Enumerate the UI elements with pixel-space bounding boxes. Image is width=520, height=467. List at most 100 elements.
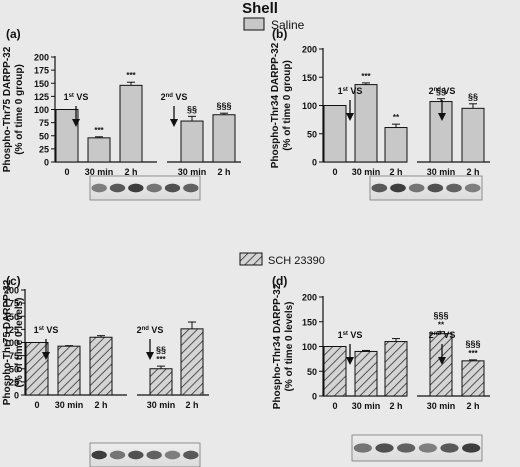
blot-band bbox=[183, 450, 199, 460]
significance-mark: §§ bbox=[156, 345, 166, 355]
vs-arrow-head bbox=[438, 357, 446, 365]
panel-label: (d) bbox=[272, 274, 287, 288]
vs-arrow-head bbox=[170, 119, 178, 127]
blot-band bbox=[446, 183, 462, 193]
panel-a: (a) Phospho-Thr75 DARPP-32 (% of time 0 gr… bbox=[2, 27, 241, 201]
y-tick-label: 200 bbox=[34, 53, 49, 63]
bar bbox=[461, 107, 485, 163]
y-axis-label: Phospho-Thr34 DARPP-32 bbox=[272, 283, 283, 409]
blot-band bbox=[146, 183, 162, 193]
y-tick-label: 200 bbox=[302, 293, 317, 303]
bar bbox=[89, 336, 113, 396]
blot-band bbox=[418, 443, 437, 453]
y-axis-label: (% of time 0 group) bbox=[14, 64, 25, 155]
x-tick-label: 30 min bbox=[352, 401, 381, 411]
blot-band bbox=[91, 450, 107, 460]
vs-annotation: 2nd VS bbox=[137, 325, 164, 335]
blot-band bbox=[146, 450, 162, 460]
significance-mark: ** bbox=[393, 113, 400, 122]
y-tick-label: 75 bbox=[39, 118, 49, 128]
bar bbox=[25, 342, 49, 396]
vs-annotation: 2nd VS bbox=[161, 92, 188, 102]
western-blot-image bbox=[369, 175, 483, 201]
vs-annotation: 1st VS bbox=[64, 92, 89, 102]
y-tick-label: 50 bbox=[307, 129, 317, 139]
y-tick-label: 150 bbox=[4, 312, 19, 322]
bar bbox=[57, 345, 81, 396]
vs-arrow-head bbox=[438, 113, 446, 121]
panel-label: (a) bbox=[6, 27, 21, 41]
y-axis-label: Phospho-Thr75 DARPP-32 bbox=[2, 279, 13, 405]
y-tick-label: 100 bbox=[4, 338, 19, 348]
blot-band bbox=[109, 450, 126, 460]
panel-label: (c) bbox=[6, 274, 21, 288]
x-tick-label: 2 h bbox=[389, 401, 402, 411]
x-tick-label: 2 h bbox=[217, 167, 230, 177]
bar bbox=[180, 120, 204, 163]
bar bbox=[461, 360, 485, 397]
panel-label: (b) bbox=[272, 27, 287, 41]
bar bbox=[149, 368, 173, 396]
y-tick-label: 150 bbox=[34, 79, 49, 89]
vs-annotation: 1st VS bbox=[34, 325, 59, 335]
blot-band bbox=[164, 183, 181, 193]
vs-arrow-head bbox=[346, 113, 354, 121]
panel-b: (b)Phospho-Thr34 DARPP-32 (% of time 0 gr… bbox=[270, 27, 490, 201]
y-tick-label: 25 bbox=[39, 144, 49, 154]
significance-mark: *** bbox=[156, 355, 166, 364]
western-blot-image bbox=[351, 434, 483, 462]
x-tick-label: 30 min bbox=[427, 401, 456, 411]
significance-mark: §§§ bbox=[433, 311, 448, 321]
bar bbox=[384, 341, 408, 397]
y-tick-label: 175 bbox=[4, 299, 19, 309]
x-tick-label: 30 min bbox=[147, 400, 176, 410]
bar bbox=[323, 346, 347, 397]
significance-mark: ** bbox=[438, 321, 445, 330]
y-tick-label: 0 bbox=[14, 391, 19, 401]
significance-mark: §§§ bbox=[465, 339, 480, 349]
y-tick-label: 25 bbox=[9, 377, 19, 387]
x-tick-label: 2 h bbox=[185, 400, 198, 410]
blot-band bbox=[91, 183, 107, 193]
y-axis-label: (% of time 0 group) bbox=[282, 60, 293, 151]
bar bbox=[323, 105, 347, 163]
blot-band bbox=[164, 450, 181, 460]
vs-arrow-head bbox=[146, 352, 154, 360]
y-axis-label: (% of time 0 levels) bbox=[14, 297, 25, 387]
blot-band bbox=[375, 443, 394, 453]
y-axis-label: (% of time 0 levels) bbox=[284, 301, 295, 391]
y-tick-label: 50 bbox=[307, 367, 317, 377]
y-tick-label: 0 bbox=[44, 158, 49, 168]
blot-band bbox=[427, 183, 444, 193]
x-tick-label: 0 bbox=[34, 400, 39, 410]
y-tick-label: 50 bbox=[39, 131, 49, 141]
y-tick-label: 100 bbox=[302, 101, 317, 111]
blot-band bbox=[440, 443, 459, 453]
y-axis-label: Phospho-Thr75 DARPP-32 bbox=[2, 46, 13, 172]
x-tick-label: 2 h bbox=[124, 167, 137, 177]
bar bbox=[55, 109, 79, 163]
bar bbox=[429, 333, 453, 397]
x-tick-label: 30 min bbox=[352, 167, 381, 177]
y-tick-label: 75 bbox=[9, 351, 19, 361]
bar bbox=[354, 350, 378, 397]
significance-mark: *** bbox=[361, 72, 371, 81]
western-blot-image bbox=[89, 175, 201, 201]
y-tick-label: 125 bbox=[4, 325, 19, 335]
significance-mark: §§§ bbox=[216, 101, 231, 111]
blot-band bbox=[390, 183, 406, 193]
blot-band bbox=[464, 183, 481, 193]
significance-mark: *** bbox=[94, 126, 104, 135]
x-tick-label: 0 bbox=[64, 167, 69, 177]
blot-band bbox=[128, 450, 144, 460]
blot-band bbox=[183, 183, 199, 193]
blot-band bbox=[408, 183, 425, 193]
x-tick-label: 2 h bbox=[94, 400, 107, 410]
y-tick-label: 0 bbox=[312, 392, 317, 402]
legend-sch: SCH 23390 bbox=[239, 252, 325, 267]
legend-label-sch: SCH 23390 bbox=[268, 255, 325, 267]
y-tick-label: 150 bbox=[302, 73, 317, 83]
y-tick-label: 175 bbox=[34, 66, 49, 76]
x-tick-label: 2 h bbox=[389, 167, 402, 177]
